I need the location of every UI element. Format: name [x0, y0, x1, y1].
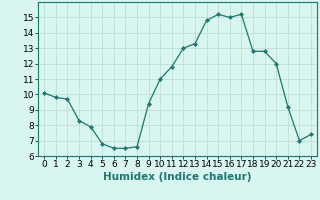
X-axis label: Humidex (Indice chaleur): Humidex (Indice chaleur)	[103, 172, 252, 182]
